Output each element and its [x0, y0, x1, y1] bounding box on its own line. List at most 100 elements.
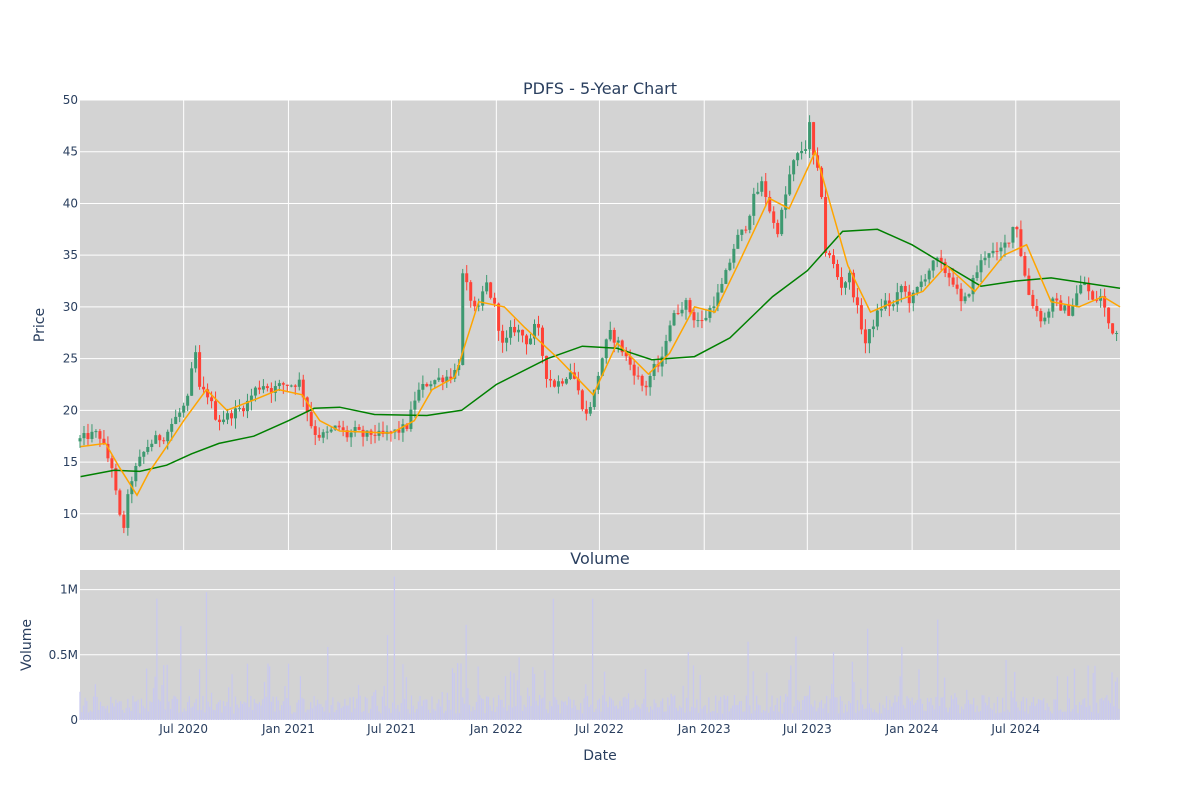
volume-bar-241 [491, 710, 493, 720]
candle-body-8 [110, 458, 114, 469]
volume-bar-177 [381, 696, 384, 720]
candle-body-88 [429, 384, 433, 387]
volume-bar-249 [504, 676, 507, 720]
volume-bar-488 [913, 704, 915, 720]
candle-body-84 [413, 400, 417, 410]
volume-bar-53 [169, 709, 172, 720]
volume-bar-230 [472, 706, 474, 720]
volume-bar-136 [311, 708, 313, 720]
x-tick-4: Jul 2022 [574, 722, 624, 736]
volume-bar-244 [496, 706, 498, 720]
candle-body-85 [417, 389, 421, 401]
candle-body-19 [154, 435, 158, 444]
volume-bar-57 [176, 699, 178, 720]
volume-bar-30 [130, 710, 132, 720]
volume-bar-407 [774, 705, 777, 720]
volume-bar-158 [349, 697, 351, 720]
candle-body-7 [106, 443, 110, 459]
volume-bar-317 [621, 706, 623, 720]
volume-bar-39 [146, 668, 148, 720]
candle-body-240 [1035, 306, 1039, 312]
candle-body-141 [640, 375, 644, 386]
volume-bar-369 [709, 712, 712, 720]
volume-bar-223 [460, 663, 462, 720]
volume-bar-107 [262, 699, 264, 720]
candle-body-86 [421, 383, 425, 390]
volume-bar-578 [1067, 676, 1069, 720]
volume-bar-426 [807, 695, 809, 720]
volume-bar-256 [516, 680, 519, 720]
volume-bar-99 [248, 707, 250, 720]
volume-bar-21 [115, 699, 117, 720]
candle-body-149 [672, 313, 676, 326]
price-plot-area[interactable] [80, 100, 1120, 550]
volume-bar-238 [486, 696, 488, 720]
volume-bar-169 [368, 713, 370, 720]
volume-bar-71 [200, 709, 202, 720]
volume-bar-592 [1090, 712, 1093, 720]
volume-bar-60 [181, 712, 184, 720]
volume-bar-252 [509, 671, 512, 720]
volume-bar-398 [759, 705, 761, 720]
volume-bar-212 [441, 692, 443, 720]
candle-body-52 [285, 384, 289, 386]
volume-bar-172 [373, 692, 375, 720]
candle-body-181 [800, 150, 804, 154]
volume-bar-409 [778, 711, 780, 720]
candle-body-173 [768, 196, 772, 212]
candle-body-222 [963, 296, 967, 302]
volume-plot-area[interactable] [80, 570, 1120, 720]
volume-bar-287 [569, 699, 571, 720]
volume-bar-17 [108, 712, 110, 720]
volume-bar-276 [550, 706, 553, 720]
candle-body-54 [293, 385, 297, 387]
candle-body-132 [604, 339, 608, 359]
volume-bar-288 [571, 708, 573, 720]
volume-bar-164 [359, 695, 361, 720]
volume-bar-406 [773, 711, 775, 720]
candle-body-4 [94, 431, 98, 433]
volume-bar-456 [858, 710, 860, 720]
volume-bar-489 [914, 702, 917, 720]
volume-bar-251 [508, 705, 510, 720]
volume-bar-550 [1019, 710, 1021, 720]
volume-bar-84 [222, 701, 225, 720]
volume-bar-400 [762, 710, 765, 720]
volume-bar-569 [1051, 713, 1053, 720]
volume-bar-434 [820, 700, 823, 720]
candle-body-78 [389, 431, 393, 433]
volume-bar-40 [147, 711, 149, 720]
volume-bar-363 [699, 674, 701, 720]
volume-bar-387 [740, 701, 742, 720]
volume-bar-67 [193, 702, 196, 720]
volume-bar-577 [1065, 711, 1067, 720]
candle-body-186 [820, 167, 824, 198]
volume-y-tick-1: 0.5M [49, 648, 78, 662]
volume-bar-248 [503, 707, 505, 720]
volume-bar-339 [658, 707, 660, 720]
volume-bar-2 [82, 705, 85, 720]
volume-bar-25 [122, 709, 124, 720]
volume-bar-5 [87, 712, 90, 720]
candle-body-18 [150, 443, 154, 448]
candle-body-220 [955, 284, 959, 289]
volume-bar-356 [687, 652, 689, 720]
volume-bar-522 [971, 704, 973, 720]
volume-bar-18 [110, 696, 112, 720]
candle-body-174 [772, 211, 776, 223]
volume-bar-373 [716, 712, 718, 720]
candle-body-219 [951, 277, 955, 285]
candle-body-188 [828, 252, 832, 256]
volume-bar-160 [352, 696, 354, 720]
volume-bar-270 [540, 698, 542, 720]
volume-bar-246 [499, 699, 501, 720]
candle-body-143 [648, 376, 652, 388]
volume-bar-36 [140, 698, 143, 720]
volume-bar-321 [627, 693, 630, 720]
volume-bar-575 [1061, 712, 1064, 720]
candle-body-209 [911, 292, 915, 304]
candle-body-211 [919, 281, 923, 287]
volume-bar-201 [422, 700, 425, 720]
volume-bar-180 [386, 635, 389, 720]
volume-bar-296 [585, 684, 587, 720]
